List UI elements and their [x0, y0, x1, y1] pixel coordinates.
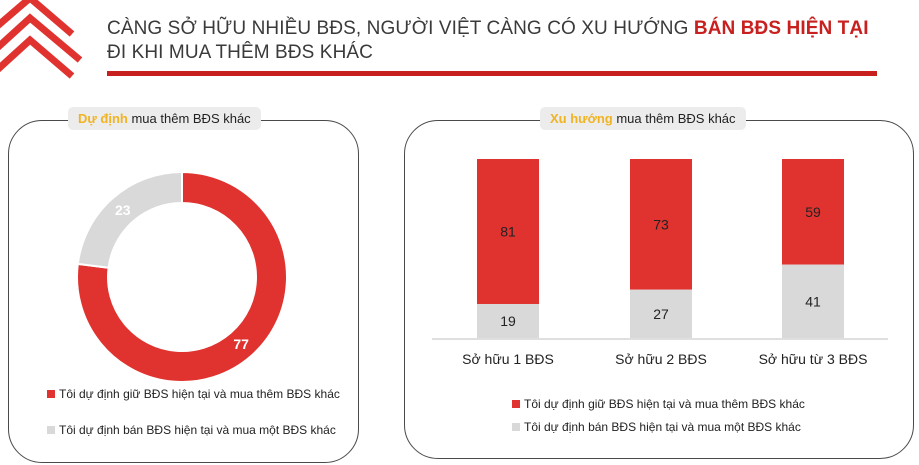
- donut-legend-label-sell: Tôi dự định bán BĐS hiện tại và mua một …: [59, 422, 336, 437]
- bar-header-rest: mua thêm BĐS khác: [612, 111, 736, 126]
- page-title: CÀNG SỞ HỮU NHIỀU BĐS, NGƯỜI VIỆT CÀNG C…: [107, 17, 907, 65]
- donut-legend-label-keep: Tôi dự định giữ BĐS hiện tại và mua thêm…: [59, 386, 340, 401]
- bar-segment-1-0: [630, 159, 692, 290]
- bar-segment-2-1: [782, 264, 844, 338]
- legend-swatch-red: [47, 389, 55, 398]
- donut-data-label-1: 23: [115, 202, 131, 218]
- bar-segment-0-0: [477, 159, 539, 304]
- donut-data-label-0: 77: [233, 336, 249, 352]
- donut-legend-item-keep: Tôi dự định giữ BĐS hiện tại và mua thêm…: [47, 386, 340, 401]
- donut-legend-item-sell: Tôi dự định bán BĐS hiện tại và mua một …: [47, 422, 336, 437]
- bar-segment-0-1: [477, 303, 539, 338]
- category-label-0: Sở hữu 1 BĐS: [462, 351, 554, 367]
- bar-segment-1-1: [630, 289, 692, 338]
- bar-legend-item-sell: Tôi dự định bán BĐS hiện tại và mua một …: [512, 419, 801, 434]
- donut-header-highlight: Dự định: [78, 111, 128, 126]
- legend-swatch-grey: [47, 425, 55, 434]
- bar-segment-2-0: [782, 159, 844, 265]
- bar-data-label-1-0: 73: [653, 216, 669, 232]
- legend-swatch-grey: [512, 422, 520, 431]
- bar-legend-item-keep: Tôi dự định giữ BĐS hiện tại và mua thêm…: [512, 396, 805, 411]
- bar-legend-label-sell: Tôi dự định bán BĐS hiện tại và mua một …: [524, 419, 801, 434]
- donut-panel-header: Dự định mua thêm BĐS khác: [68, 107, 261, 130]
- bar-data-label-1-1: 27: [653, 306, 669, 322]
- category-label-2: Sở hữu từ 3 BĐS: [759, 351, 868, 367]
- bar-data-label-2-1: 41: [805, 293, 821, 309]
- title-highlight: BÁN BĐS HIỆN TẠI: [693, 18, 869, 39]
- title-underline: [107, 71, 877, 76]
- donut-slice-0: [76, 170, 288, 383]
- title-line2-text: ĐI KHI MUA THÊM BĐS KHÁC: [107, 42, 373, 63]
- bar-header-highlight: Xu hướng: [550, 111, 613, 126]
- bar-panel-header: Xu hướng mua thêm BĐS khác: [540, 107, 746, 130]
- category-label-1: Sở hữu 2 BĐS: [615, 351, 707, 367]
- bar-data-label-0-1: 19: [500, 313, 516, 329]
- title-line1-text: CÀNG SỞ HỮU NHIỀU BĐS, NGƯỜI VIỆT CÀNG C…: [107, 18, 694, 39]
- bar-legend-label-keep: Tôi dự định giữ BĐS hiện tại và mua thêm…: [524, 396, 805, 411]
- donut-header-rest: mua thêm BĐS khác: [127, 111, 251, 126]
- legend-swatch-red: [512, 399, 520, 408]
- brand-logo-icon: [0, 0, 83, 79]
- bar-data-label-0-0: 81: [500, 223, 516, 239]
- bar-data-label-2-0: 59: [805, 204, 821, 220]
- donut-slice-1: [76, 170, 183, 269]
